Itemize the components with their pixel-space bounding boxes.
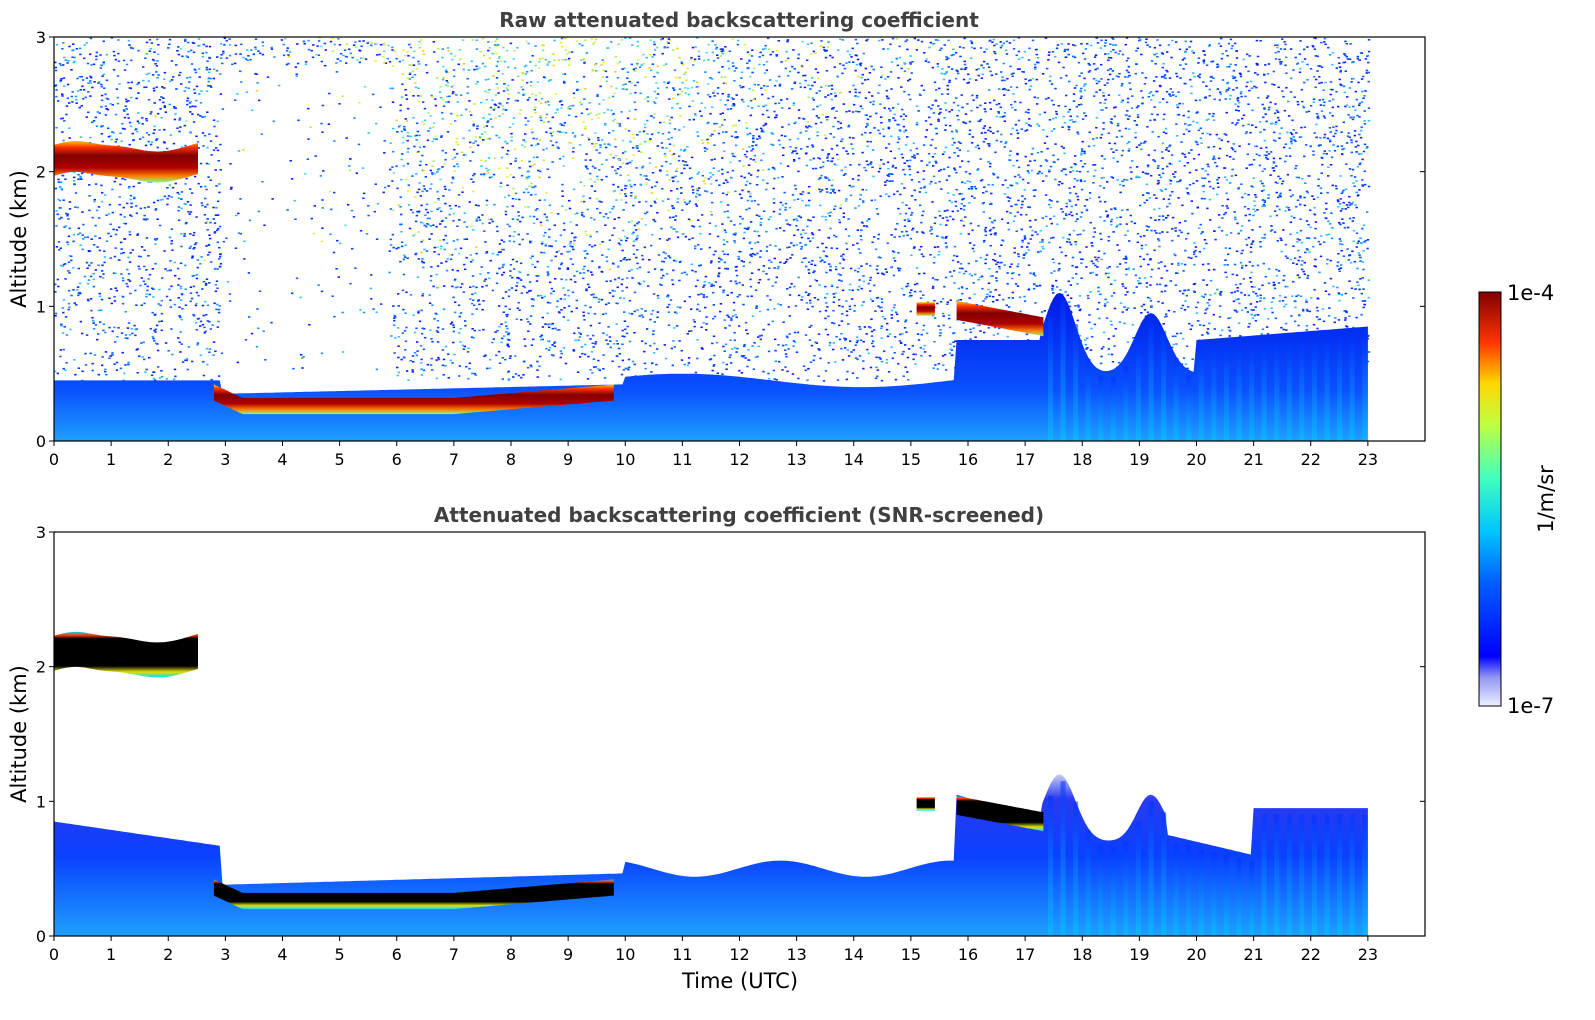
aerosol-plume xyxy=(1048,299,1368,441)
x-tick-label: 22 xyxy=(1301,450,1321,469)
x-tick-label: 1 xyxy=(106,945,116,964)
x-tick-label: 2 xyxy=(163,945,173,964)
x-tick-label: 15 xyxy=(901,450,921,469)
y-axis-label: Altitude (km) xyxy=(7,170,31,308)
x-tick-label: 8 xyxy=(506,945,516,964)
x-tick-label: 18 xyxy=(1072,450,1092,469)
backscatter-heatmap xyxy=(54,37,1371,441)
cloud-layer-low xyxy=(213,879,614,910)
panel-raw: Raw attenuated backscattering coefficien… xyxy=(7,8,1426,469)
x-tick-label: 7 xyxy=(449,450,459,469)
x-tick-label: 0 xyxy=(49,450,59,469)
panel-title: Raw attenuated backscattering coefficien… xyxy=(499,8,979,32)
x-tick-label: 17 xyxy=(1015,945,1035,964)
x-tick-label: 20 xyxy=(1186,945,1206,964)
colorbar: 1e-4 1e-7 1/m/sr xyxy=(1478,281,1558,718)
x-tick-label: 12 xyxy=(729,450,749,469)
colorbar-min-label: 1e-7 xyxy=(1507,694,1554,718)
x-tick-label: 21 xyxy=(1243,945,1263,964)
colorbar-unit-label: 1/m/sr xyxy=(1534,465,1558,533)
x-tick-label: 4 xyxy=(277,450,287,469)
x-tick-label: 0 xyxy=(49,945,59,964)
cloud-layer-high xyxy=(54,631,198,678)
x-tick-label: 16 xyxy=(958,945,978,964)
y-tick-label: 0 xyxy=(36,927,46,946)
aerosol-plume xyxy=(1048,781,1368,936)
colorbar-scale xyxy=(1478,291,1502,707)
cloud-layer-mid xyxy=(956,300,1044,337)
x-tick-label: 13 xyxy=(786,450,806,469)
x-tick-label: 16 xyxy=(958,450,978,469)
x-tick-label: 21 xyxy=(1243,450,1263,469)
x-tick-label: 11 xyxy=(672,945,692,964)
cloud-layers xyxy=(54,140,1044,415)
x-tick-label: 12 xyxy=(729,945,749,964)
x-tick-label: 11 xyxy=(672,450,692,469)
y-tick-label: 2 xyxy=(36,163,46,182)
backscatter-heatmap xyxy=(54,631,1368,936)
x-tick-label: 19 xyxy=(1129,945,1149,964)
x-tick-label: 4 xyxy=(277,945,287,964)
x-tick-label: 19 xyxy=(1129,450,1149,469)
cloud-layer-mid xyxy=(956,795,1044,832)
x-tick-label: 23 xyxy=(1358,450,1378,469)
x-tick-label: 18 xyxy=(1072,945,1092,964)
x-tick-label: 10 xyxy=(615,945,635,964)
y-tick-label: 3 xyxy=(36,28,46,47)
panel-screened: Attenuated backscattering coefficient (S… xyxy=(7,503,1426,993)
x-tick-label: 17 xyxy=(1015,450,1035,469)
cloud-layers xyxy=(54,631,1044,910)
cloud-patch xyxy=(916,302,935,316)
x-tick-label: 1 xyxy=(106,450,116,469)
x-tick-label: 14 xyxy=(844,450,864,469)
y-tick-label: 2 xyxy=(36,658,46,677)
x-tick-label: 2 xyxy=(163,450,173,469)
y-axis-label: Altitude (km) xyxy=(7,665,31,803)
y-tick-label: 0 xyxy=(36,432,46,451)
x-tick-label: 10 xyxy=(615,450,635,469)
x-tick-label: 15 xyxy=(901,945,921,964)
x-tick-label: 14 xyxy=(844,945,864,964)
x-tick-label: 23 xyxy=(1358,945,1378,964)
y-tick-label: 1 xyxy=(36,297,46,316)
cloud-layer-low xyxy=(213,384,614,415)
x-tick-label: 7 xyxy=(449,945,459,964)
colorbar-max-label: 1e-4 xyxy=(1507,281,1554,305)
x-tick-label: 5 xyxy=(335,450,345,469)
x-tick-label: 8 xyxy=(506,450,516,469)
cloud-patch xyxy=(916,797,935,811)
x-tick-label: 6 xyxy=(392,450,402,469)
y-tick-label: 3 xyxy=(36,523,46,542)
x-tick-label: 13 xyxy=(786,945,806,964)
x-tick-label: 22 xyxy=(1301,945,1321,964)
x-tick-label: 20 xyxy=(1186,450,1206,469)
x-tick-label: 9 xyxy=(563,450,573,469)
x-tick-label: 5 xyxy=(335,945,345,964)
x-tick-label: 3 xyxy=(220,945,230,964)
x-tick-label: 3 xyxy=(220,450,230,469)
cloud-layer-high xyxy=(54,140,198,183)
x-tick-label: 6 xyxy=(392,945,402,964)
panel-title: Attenuated backscattering coefficient (S… xyxy=(434,503,1044,527)
y-tick-label: 1 xyxy=(36,792,46,811)
x-axis-label: Time (UTC) xyxy=(681,969,798,993)
axis-ticks: 0 1 2 3 4 5 6 7 8 9 10 11 12 13 14 15 16 17 18 19 20 21 22 2301… xyxy=(36,523,1425,964)
x-tick-label: 9 xyxy=(563,945,573,964)
axis-ticks: 0 1 2 3 4 5 6 7 8 9 10 11 12 13 14 15 16 17 18 19 20 21 22 2301… xyxy=(36,28,1425,469)
